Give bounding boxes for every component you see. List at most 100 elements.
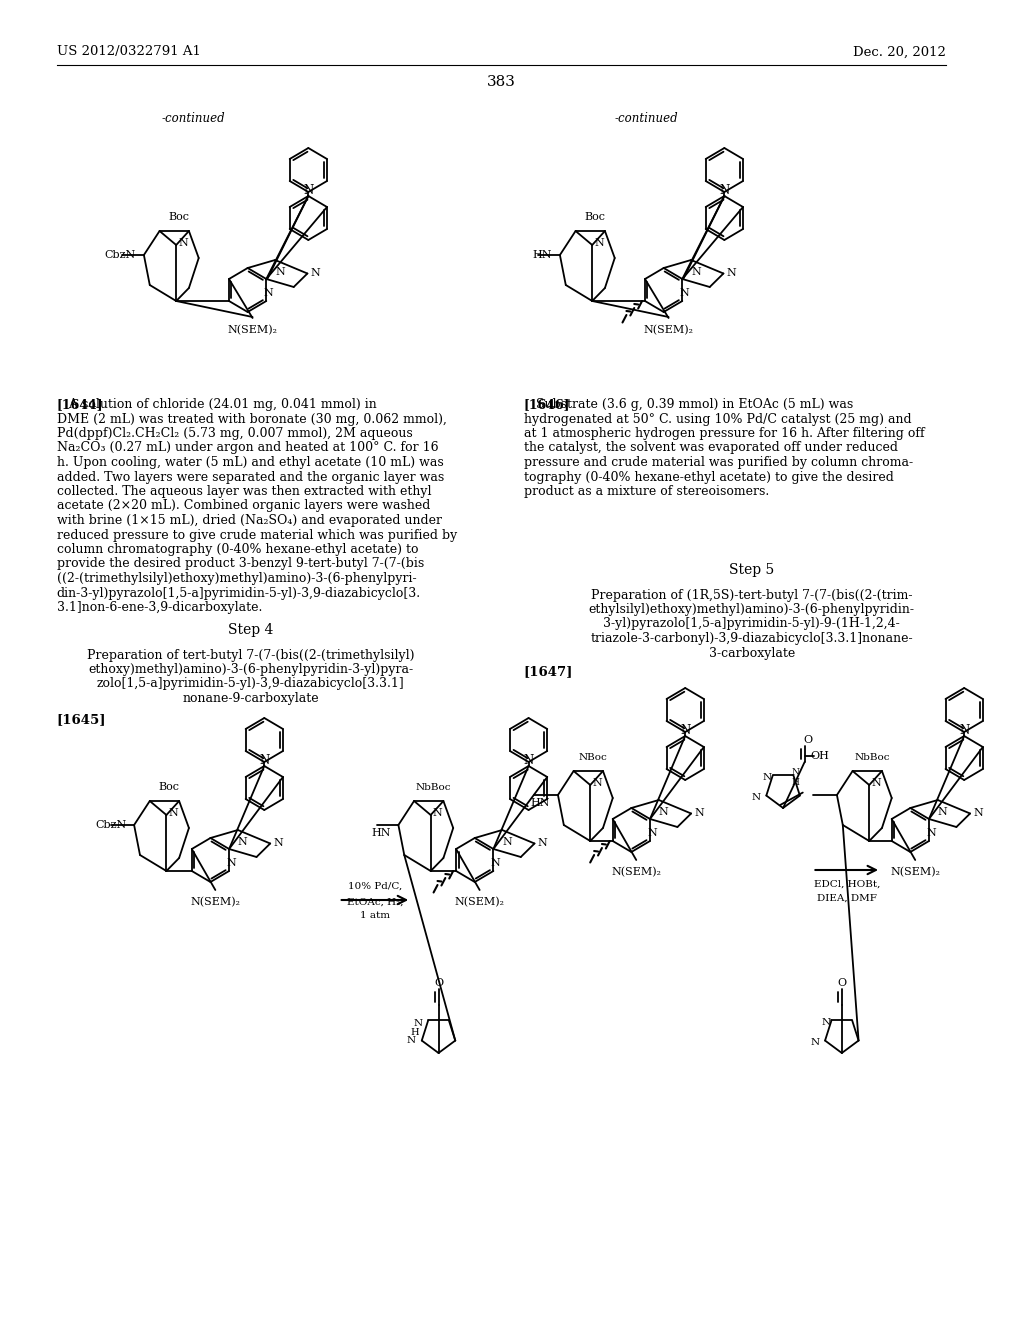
Text: N(SEM)₂: N(SEM)₂	[611, 867, 662, 878]
Text: N: N	[259, 755, 269, 767]
Text: N(SEM)₂: N(SEM)₂	[190, 896, 241, 907]
Text: N: N	[752, 793, 761, 803]
Text: N: N	[726, 268, 736, 279]
Text: N(SEM)₂: N(SEM)₂	[227, 325, 278, 335]
Text: US 2012/0322791 A1: US 2012/0322791 A1	[56, 45, 201, 58]
Text: acetate (2×20 mL). Combined organic layers were washed: acetate (2×20 mL). Combined organic laye…	[56, 499, 430, 512]
Text: HN: HN	[532, 249, 552, 260]
Text: N: N	[273, 838, 283, 849]
Text: N: N	[926, 828, 936, 838]
Text: N: N	[871, 777, 881, 788]
Text: hydrogenated at 50° C. using 10% Pd/C catalyst (25 mg) and: hydrogenated at 50° C. using 10% Pd/C ca…	[523, 412, 911, 425]
Text: 383: 383	[486, 75, 516, 88]
Text: N: N	[821, 1018, 830, 1027]
Text: DME (2 mL) was treated with boronate (30 mg, 0.062 mmol),: DME (2 mL) was treated with boronate (30…	[56, 412, 446, 425]
Text: N: N	[762, 774, 771, 781]
Text: O: O	[803, 735, 812, 744]
Text: [1644]: [1644]	[56, 399, 103, 411]
Text: N: N	[594, 238, 604, 248]
Text: N: N	[310, 268, 321, 279]
Text: zolo[1,5-a]pyrimidin-5-yl)-3,9-diazabicyclo[3.3.1]: zolo[1,5-a]pyrimidin-5-yl)-3,9-diazabicy…	[96, 677, 404, 690]
Text: CbzN: CbzN	[95, 820, 126, 830]
Text: 1 atm: 1 atm	[359, 912, 390, 920]
Text: HN: HN	[371, 828, 390, 838]
Text: H: H	[411, 1028, 419, 1038]
Text: added. Two layers were separated and the organic layer was: added. Two layers were separated and the…	[56, 470, 444, 483]
Text: Dec. 20, 2012: Dec. 20, 2012	[853, 45, 945, 58]
Text: [1646]: [1646]	[523, 399, 570, 411]
Text: 10% Pd/C,: 10% Pd/C,	[348, 882, 402, 891]
Text: N: N	[538, 838, 547, 849]
Text: triazole-3-carbonyl)-3,9-diazabicyclo[3.3.1]nonane-: triazole-3-carbonyl)-3,9-diazabicyclo[3.…	[591, 632, 913, 645]
Text: N: N	[973, 808, 983, 818]
Text: N(SEM)₂: N(SEM)₂	[643, 325, 693, 335]
Text: 3-carboxylate: 3-carboxylate	[709, 647, 795, 660]
Text: column chromatography (0-40% hexane-ethyl acetate) to: column chromatography (0-40% hexane-ethy…	[56, 543, 418, 556]
Text: ethoxy)methyl)amino)-3-(6-phenylpyridin-3-yl)pyra-: ethoxy)methyl)amino)-3-(6-phenylpyridin-…	[88, 663, 413, 676]
Text: N: N	[407, 1036, 416, 1045]
Text: pressure and crude material was purified by column chroma-: pressure and crude material was purified…	[523, 455, 912, 469]
Text: Preparation of (1R,5S)-tert-butyl 7-(7-(bis((2-(trim-: Preparation of (1R,5S)-tert-butyl 7-(7-(…	[591, 589, 912, 602]
Text: Step 5: Step 5	[729, 564, 774, 577]
Text: N: N	[680, 725, 690, 738]
Text: product as a mixture of stereoisomers.: product as a mixture of stereoisomers.	[523, 484, 769, 498]
Text: N: N	[226, 858, 236, 869]
Text: with brine (1×15 mL), dried (Na₂SO₄) and evaporated under: with brine (1×15 mL), dried (Na₂SO₄) and…	[56, 513, 441, 527]
Text: h. Upon cooling, water (5 mL) and ethyl acetate (10 mL) was: h. Upon cooling, water (5 mL) and ethyl …	[56, 455, 443, 469]
Text: A solution of chloride (24.01 mg, 0.041 mmol) in: A solution of chloride (24.01 mg, 0.041 …	[56, 399, 377, 411]
Text: provide the desired product 3-benzyl 9-tert-butyl 7-(7-(bis: provide the desired product 3-benzyl 9-t…	[56, 557, 424, 570]
Text: 3-yl)pyrazolo[1,5-a]pyrimidin-5-yl)-9-(1H-1,2,4-: 3-yl)pyrazolo[1,5-a]pyrimidin-5-yl)-9-(1…	[603, 618, 900, 631]
Text: Boc: Boc	[159, 781, 180, 792]
Text: CbzN: CbzN	[104, 249, 136, 260]
Text: HN: HN	[530, 799, 550, 808]
Text: N: N	[938, 807, 947, 817]
Text: O: O	[434, 978, 443, 987]
Text: N: N	[263, 288, 273, 298]
Text: NbBoc: NbBoc	[854, 752, 890, 762]
Text: NbBoc: NbBoc	[416, 783, 452, 792]
Text: N: N	[694, 808, 703, 818]
Text: NBoc: NBoc	[579, 752, 607, 762]
Text: 3.1]non-6-ene-3,9-dicarboxylate.: 3.1]non-6-ene-3,9-dicarboxylate.	[56, 601, 262, 614]
Text: N: N	[168, 808, 178, 818]
Text: N: N	[275, 267, 285, 277]
Text: N: N	[413, 1019, 422, 1028]
Text: [1645]: [1645]	[56, 714, 106, 726]
Text: O: O	[838, 978, 847, 987]
Text: N: N	[592, 777, 602, 788]
Text: N: N	[647, 828, 656, 838]
Text: ethylsilyl)ethoxy)methyl)amino)-3-(6-phenylpyridin-: ethylsilyl)ethoxy)methyl)amino)-3-(6-phe…	[589, 603, 914, 616]
Text: N: N	[810, 1038, 819, 1047]
Text: at 1 atmospheric hydrogen pressure for 16 h. After filtering off: at 1 atmospheric hydrogen pressure for 1…	[523, 426, 925, 440]
Text: DIEA, DMF: DIEA, DMF	[817, 894, 877, 903]
Text: Boc: Boc	[169, 213, 189, 222]
Text: din-3-yl)pyrazolo[1,5-a]pyrimidin-5-yl)-3,9-diazabicyclo[3.: din-3-yl)pyrazolo[1,5-a]pyrimidin-5-yl)-…	[56, 586, 421, 599]
Text: Preparation of tert-butyl 7-(7-(bis((2-(trimethylsilyl): Preparation of tert-butyl 7-(7-(bis((2-(…	[87, 648, 415, 661]
Text: N: N	[238, 837, 248, 847]
Text: N
H: N H	[792, 768, 800, 787]
Text: N: N	[502, 837, 512, 847]
Text: N: N	[691, 267, 700, 277]
Text: -continued: -continued	[614, 111, 678, 124]
Text: [1647]: [1647]	[523, 665, 573, 678]
Text: Boc: Boc	[585, 213, 605, 222]
Text: -continued: -continued	[162, 111, 225, 124]
Text: N: N	[959, 725, 970, 738]
Text: N(SEM)₂: N(SEM)₂	[455, 896, 505, 907]
Text: Substrate (3.6 g, 0.39 mmol) in EtOAc (5 mL) was: Substrate (3.6 g, 0.39 mmol) in EtOAc (5…	[523, 399, 853, 411]
Text: EDCl, HOBt,: EDCl, HOBt,	[813, 879, 880, 888]
Text: N: N	[490, 858, 501, 869]
Text: N: N	[178, 238, 188, 248]
Text: Pd(dppf)Cl₂.CH₂Cl₂ (5.73 mg, 0.007 mmol), 2M aqueous: Pd(dppf)Cl₂.CH₂Cl₂ (5.73 mg, 0.007 mmol)…	[56, 426, 413, 440]
Text: N: N	[303, 185, 313, 198]
Text: reduced pressure to give crude material which was purified by: reduced pressure to give crude material …	[56, 528, 457, 541]
Text: nonane-9-carboxylate: nonane-9-carboxylate	[182, 692, 318, 705]
Text: N: N	[679, 288, 689, 298]
Text: N: N	[523, 755, 534, 767]
Text: EtOAc, H₂,: EtOAc, H₂,	[347, 898, 403, 907]
Text: N: N	[719, 185, 729, 198]
Text: N(SEM)₂: N(SEM)₂	[890, 867, 940, 878]
Text: OH: OH	[811, 751, 829, 762]
Text: the catalyst, the solvent was evaporated off under reduced: the catalyst, the solvent was evaporated…	[523, 441, 898, 454]
Text: N: N	[433, 808, 442, 818]
